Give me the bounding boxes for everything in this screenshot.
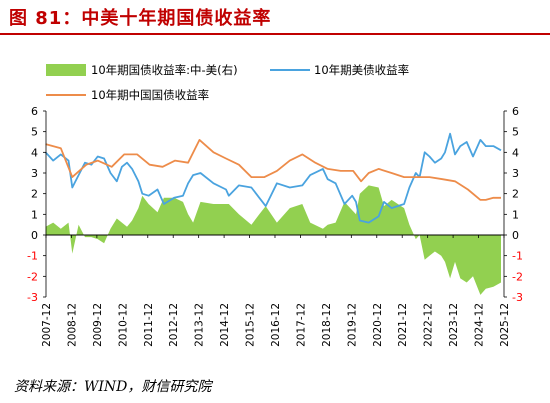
legend-us-label: 10年期美债收益率 — [314, 63, 409, 77]
source-note: 资料来源：WIND，财信研究院 — [14, 379, 212, 395]
y-left-tick-label: -3 — [27, 291, 38, 304]
x-tick-label: 2018-12 — [321, 303, 333, 347]
y-right-tick-label: 1 — [512, 208, 519, 221]
y-right-tick-label: 3 — [512, 167, 519, 180]
y-left-tick-label: 3 — [31, 167, 38, 180]
y-right-tick-label: 4 — [512, 146, 519, 159]
legend-spread-label: 10年期国债收益率:中-美(右) — [91, 63, 238, 77]
x-tick-label: 2013-12 — [194, 303, 206, 347]
x-tick-label: 2016-12 — [270, 303, 282, 347]
y-left-tick-label: 2 — [31, 188, 38, 201]
title-rule — [0, 33, 550, 35]
x-tick-label: 2014-12 — [219, 303, 231, 347]
x-tick-label: 2019-12 — [346, 303, 358, 347]
us10y-line — [44, 132, 502, 224]
x-tick-label: 2024-12 — [474, 303, 486, 347]
x-tick-label: 2007-12 — [41, 303, 53, 347]
y-right-tick-label: 5 — [512, 126, 519, 139]
x-tick-label: 2011-12 — [143, 303, 155, 347]
y-left-tick-label: 0 — [31, 229, 38, 242]
y-left-tick-label: -1 — [27, 250, 38, 263]
legend-cn-label: 10年期中国国债收益率 — [91, 88, 209, 102]
x-tick-label: 2010-12 — [117, 303, 129, 347]
y-left-tick-label: 1 — [31, 208, 38, 221]
y-right-tick-label: -2 — [512, 270, 523, 283]
y-left-tick-label: 4 — [31, 146, 38, 159]
legend-spread-swatch — [46, 64, 86, 76]
cn10y-line — [45, 139, 501, 201]
y-right-tick-label: -1 — [512, 250, 523, 263]
spread-area — [45, 185, 501, 295]
x-tick-label: 2017-12 — [295, 303, 307, 347]
chart-container: 6 6 5 5 4 4 3 3 2 2 1 1 0 0 -1 -1 -2 -2 -3 -3 2007-12 2008-12… — [0, 40, 550, 375]
y-left-tick-label: 6 — [31, 105, 38, 118]
y-right-tick-label: 6 — [512, 105, 519, 118]
x-tick-label: 2022-12 — [423, 303, 435, 347]
x-tick-label: 2008-12 — [66, 303, 78, 347]
x-tick-label: 2012-12 — [168, 303, 180, 347]
y-left-tick-label: -2 — [27, 270, 38, 283]
y-left-tick-label: 5 — [31, 126, 38, 139]
x-tick-label: 2020-12 — [372, 303, 384, 347]
x-tick-label: 2025-12 — [499, 303, 511, 347]
x-tick-label: 2023-12 — [448, 303, 460, 347]
y-right-tick-label: 0 — [512, 229, 519, 242]
x-tick-label: 2021-12 — [397, 303, 409, 347]
x-tick-label: 2009-12 — [92, 303, 104, 347]
x-tick-label: 2015-12 — [245, 303, 257, 347]
y-right-tick-label: -3 — [512, 291, 523, 304]
y-right-tick-label: 2 — [512, 188, 519, 201]
figure-title: 图 81：中美十年期国债收益率 — [9, 8, 272, 29]
